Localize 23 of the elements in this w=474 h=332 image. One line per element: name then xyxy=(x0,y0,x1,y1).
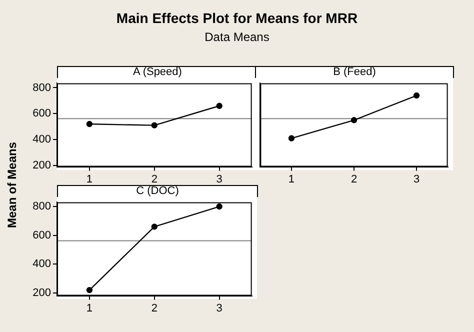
x-tick-label: 3 xyxy=(216,173,222,186)
y-axis-title: Mean of Means xyxy=(5,142,19,228)
y-tick-label: 800 xyxy=(32,82,51,94)
x-tick-label: 2 xyxy=(350,173,358,186)
y-tick-label: 600 xyxy=(32,108,51,120)
chart-title: C (DOC) xyxy=(57,185,258,197)
y-tick-label: 200 xyxy=(32,286,51,299)
x-tick-label: 3 xyxy=(413,173,420,186)
text: Main Effects Plot for Means for MRR xyxy=(115,10,359,26)
x-tick-label: 1 xyxy=(86,302,93,314)
y-tick-label: 600 xyxy=(32,229,51,242)
y-tick-label: 400 xyxy=(32,258,51,270)
y-tick-label: 800 xyxy=(32,200,51,213)
x-tick-label: 1 xyxy=(288,173,295,186)
y-tick-label: 400 xyxy=(32,134,51,146)
chart-title: B (Feed) xyxy=(255,66,454,78)
x-tick-label: 2 xyxy=(151,173,158,186)
x-tick-label: 3 xyxy=(216,302,222,314)
chart-title: A (Speed) xyxy=(57,66,258,78)
y-tick-label: 200 xyxy=(32,160,51,172)
x-tick-label: 1 xyxy=(86,173,93,186)
text: Data Means xyxy=(204,30,270,44)
x-tick-label: 2 xyxy=(151,302,158,314)
